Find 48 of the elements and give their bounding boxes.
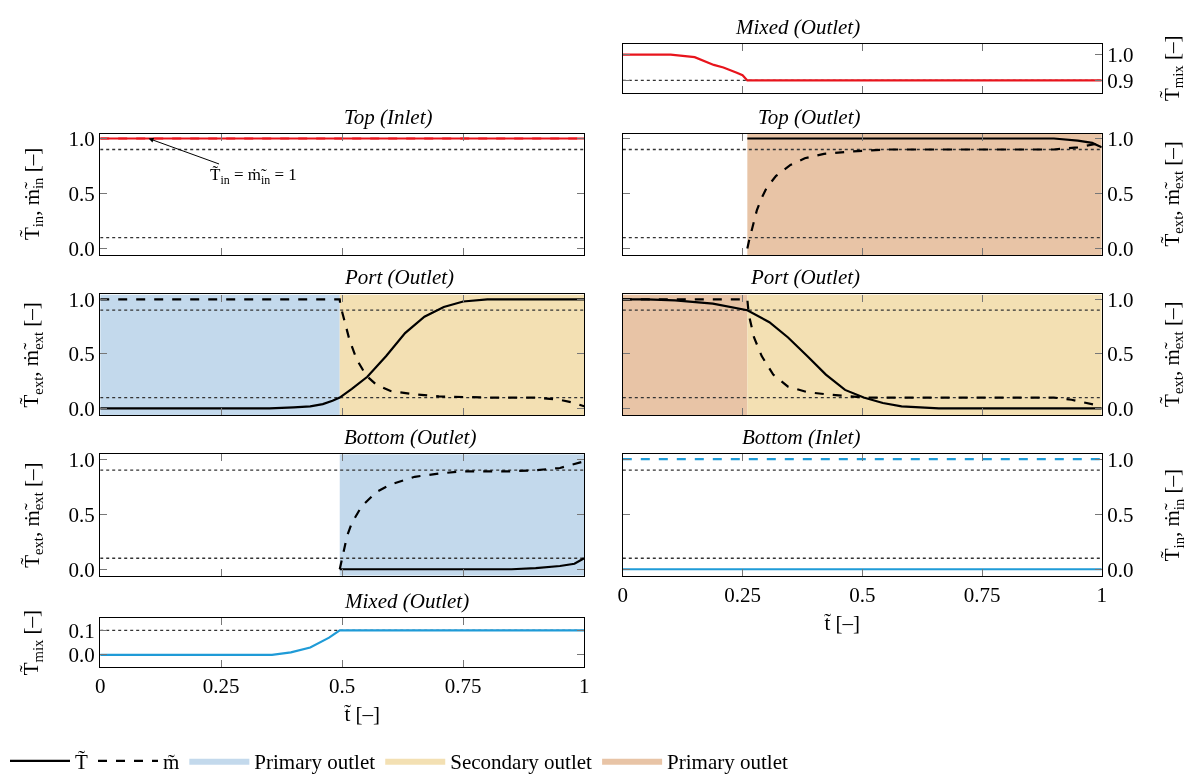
y-tick-label: 1.0: [68, 447, 95, 472]
legend-label: T̃: [75, 749, 88, 774]
y-tick-label: 0.0: [68, 236, 95, 261]
y-tick-label: 1.0: [68, 126, 95, 151]
y-tick-label: 0.0: [1107, 236, 1134, 261]
chart-title: Port (Outlet): [750, 265, 861, 289]
y-tick-label: 0.5: [1107, 342, 1134, 367]
x-tick-label: 0.75: [963, 583, 1001, 608]
annotation: T̃$_{in}$ = ṁ̃$_{in}$ = 1: [210, 165, 297, 187]
chart-title: Top (Inlet): [344, 105, 433, 129]
x-tick-label: 1: [578, 674, 590, 699]
x-tick-label: 0.5: [329, 674, 356, 699]
y-tick-label: 0.9: [1107, 68, 1134, 93]
x-tick-label: 0.75: [444, 674, 482, 699]
legend-label: m̃: [163, 749, 180, 774]
y-tick-label: 1.0: [1107, 447, 1134, 472]
x-tick-label: 0.5: [849, 583, 876, 608]
y-tick-label: 0.1: [68, 618, 95, 643]
y-tick-label: 0.5: [1107, 502, 1134, 527]
y-tick-label: 1.0: [1107, 126, 1134, 151]
y-tick-label: 1.0: [1107, 287, 1134, 312]
y-tick-label: 0.0: [68, 396, 95, 421]
x-tick-label: 0: [617, 583, 629, 608]
y-tick-label: 0.5: [1107, 181, 1134, 206]
chart-title: Bottom (Inlet): [742, 425, 861, 449]
y-tick-label: 0.5: [68, 181, 95, 206]
y-tick-label: 0.5: [68, 502, 95, 527]
chart-title: Bottom (Outlet): [344, 425, 477, 449]
x-axis-title: t̃ [–]: [344, 702, 381, 726]
y-tick-label: 0.0: [68, 557, 95, 582]
y-tick-label: 0.0: [68, 643, 95, 668]
x-tick-label: 0: [94, 674, 106, 699]
chart-title: Mixed (Outlet): [735, 15, 861, 39]
y-tick-label: 0.0: [1107, 557, 1134, 582]
x-tick-label: 0.25: [724, 583, 761, 608]
y-tick-label: 1.0: [68, 287, 95, 312]
x-tick-label: 1: [1096, 583, 1108, 608]
chart-title: Top (Outlet): [758, 105, 861, 129]
y-tick-label: 0.0: [1107, 396, 1134, 421]
y-tick-label: 1.0: [1107, 42, 1134, 67]
chart-title: Mixed (Outlet): [344, 589, 470, 613]
legend-label: Primary outlet: [254, 749, 376, 774]
y-tick-label: 0.5: [68, 342, 95, 367]
legend-label: Secondary outlet: [450, 749, 593, 774]
x-tick-label: 0.25: [202, 674, 240, 699]
x-axis-title: t̃ [–]: [824, 611, 861, 635]
chart-title: Port (Outlet): [344, 265, 455, 289]
legend-label: Primary outlet: [667, 749, 789, 774]
